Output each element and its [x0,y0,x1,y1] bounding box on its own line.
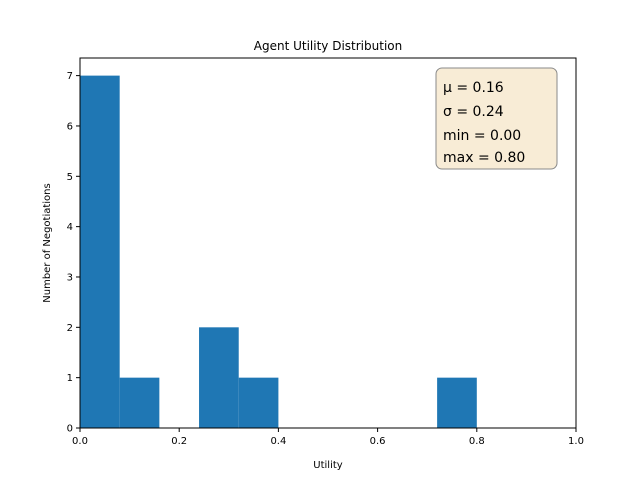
stat-mean: μ = 0.16 [443,80,504,96]
stat-std: σ = 0.24 [443,104,504,120]
x-axis-ticks: 0.0 0.2 0.4 0.6 0.8 1.0 [72,428,584,447]
stat-min: min = 0.00 [443,128,521,144]
x-tick-label: 0.0 [72,436,88,447]
y-axis-ticks: 0 1 2 3 4 5 6 7 [67,71,80,435]
y-axis-label: Number of Negotiations [42,183,53,302]
plot-frame [79,57,577,429]
y-tick-label: 3 [67,272,73,283]
histogram-bar [437,377,477,428]
x-tick-label: 0.2 [171,436,187,447]
x-axis-label: Utility [313,460,342,471]
histogram-bar [199,327,239,428]
y-tick-label: 4 [67,222,73,233]
histogram-bar [80,75,120,428]
chart-title: Agent Utility Distribution [254,39,402,53]
stats-box-background [435,67,558,170]
histogram-bar [238,377,279,428]
x-tick-label: 1.0 [568,436,584,447]
bars-group [80,75,477,428]
y-tick-label: 2 [67,323,73,334]
y-tick-label: 6 [67,121,73,132]
x-tick-label: 0.4 [270,436,286,447]
y-tick-label: 5 [67,172,73,183]
histogram-bar [119,377,160,428]
stat-max: max = 0.80 [443,150,525,166]
y-tick-label: 7 [67,71,73,82]
x-tick-label: 0.6 [370,436,386,447]
x-tick-label: 0.8 [469,436,485,447]
stats-annotation-box: μ = 0.16 σ = 0.24 min = 0.00 max = 0.80 [435,67,558,170]
y-tick-label: 1 [67,373,73,384]
y-tick-label: 0 [67,424,73,435]
